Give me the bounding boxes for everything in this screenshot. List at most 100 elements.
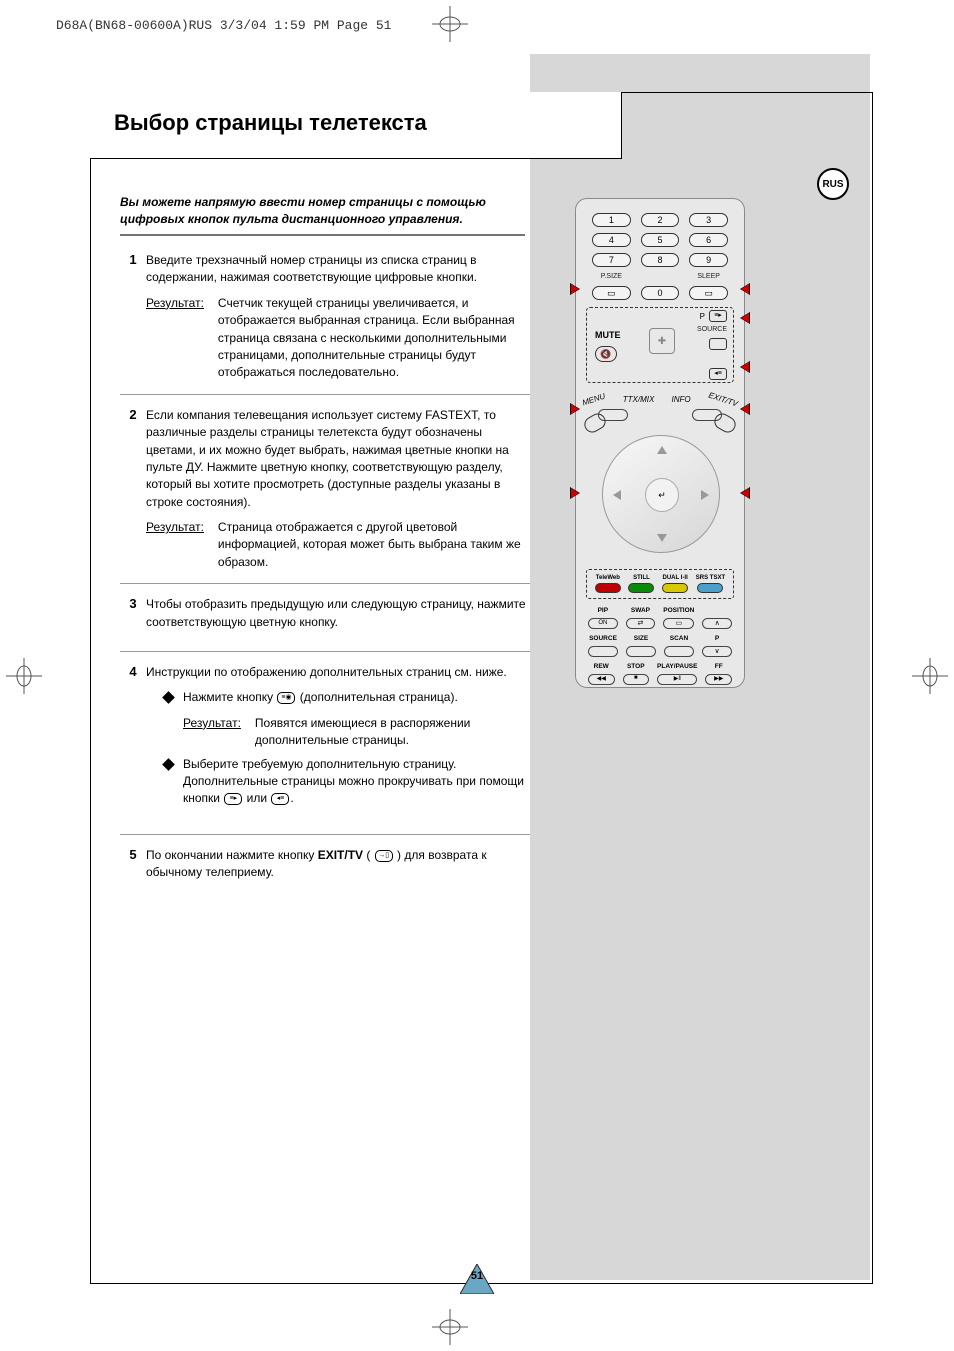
substep-text: Выберите требуемую дополнительную страни…	[183, 756, 530, 808]
color-label: DUAL I-II	[663, 575, 688, 581]
step-number: 2	[120, 407, 146, 572]
stop-key[interactable]: ■	[623, 674, 650, 685]
crop-mark-bottom	[432, 1309, 468, 1345]
key-8[interactable]: 8	[641, 253, 680, 267]
result-text: Страница отображается с другой цветовой …	[218, 519, 530, 571]
pointer-icon	[571, 488, 579, 498]
angle-labels: MENU TTX/MIX INFO EXIT/TV	[582, 395, 738, 404]
lbl: PLAY/PAUSE	[657, 663, 697, 670]
size-key[interactable]	[626, 646, 656, 657]
step-number: 4	[120, 664, 146, 822]
yellow-key[interactable]	[662, 583, 688, 593]
cyan-key[interactable]	[697, 583, 723, 593]
menu-label: MENU	[581, 392, 606, 408]
dpad: ↵	[602, 435, 720, 553]
key-psize[interactable]: ▭	[592, 286, 631, 300]
dpad-down[interactable]	[657, 534, 667, 542]
pointer-icon	[741, 362, 749, 372]
dpad-enter[interactable]: ↵	[645, 478, 679, 512]
page-next-key[interactable]: ≡▸	[709, 310, 727, 322]
substep-text: Нажмите кнопку ≡◉ (дополнительная страни…	[183, 689, 530, 706]
crop-mark-left	[6, 658, 42, 694]
result-text: Появятся имеющиеся в распоряжении дополн…	[255, 715, 530, 750]
pointer-icon	[741, 488, 749, 498]
lbl: REW	[588, 663, 615, 670]
step-3: 3 Чтобы отобразить предыдущую или следую…	[120, 596, 530, 652]
key-3[interactable]: 3	[689, 213, 728, 227]
page-prev-icon: ◂≡	[271, 793, 289, 805]
ttxmix-label: TTX/MIX	[623, 395, 655, 404]
info-label: INFO	[671, 395, 690, 404]
lbl: P	[702, 635, 732, 642]
pointer-icon	[741, 284, 749, 294]
swap-key[interactable]: ⇄	[626, 618, 656, 629]
source2-key[interactable]	[588, 646, 618, 657]
key-2[interactable]: 2	[641, 213, 680, 227]
step-number: 1	[120, 252, 146, 382]
key-0[interactable]: 0	[641, 286, 680, 300]
steps-list: 1 Введите трехзначный номер страницы из …	[120, 252, 530, 914]
step-number: 5	[120, 847, 146, 890]
lbl: PIP	[588, 607, 618, 614]
pip-row: PIP SWAP POSITION ON ⇄ ▭ ∧	[588, 607, 732, 629]
intro-divider	[120, 234, 525, 236]
pill-row	[598, 409, 722, 421]
step-text: Чтобы отобразить предыдущую или следующу…	[146, 596, 530, 631]
mute-label: MUTE	[595, 330, 621, 340]
dpad-left[interactable]	[613, 490, 621, 500]
color-label: STILL	[633, 575, 650, 581]
position-key[interactable]: ▭	[663, 618, 694, 629]
numpad: 1 2 3 4 5 6 7 8 9 P.SIZE SLEEP ▭ 0 ▭	[592, 213, 728, 300]
play-key[interactable]: ▶‖	[657, 674, 697, 685]
bullet-icon	[162, 758, 175, 771]
result-label: Результат	[146, 295, 204, 382]
mute-key[interactable]: 🔇	[595, 346, 617, 362]
page-prev-key[interactable]: ◂≡	[709, 368, 727, 380]
red-key[interactable]	[595, 583, 621, 593]
ch-up-key[interactable]: ∧	[702, 618, 732, 629]
step-text: Если компания телевещания использует сис…	[146, 407, 530, 511]
pip-on-key[interactable]: ON	[588, 618, 618, 629]
step-1: 1 Введите трехзначный номер страницы из …	[120, 252, 530, 395]
p-label: P	[700, 312, 705, 321]
green-key[interactable]	[628, 583, 654, 593]
key-5[interactable]: 5	[641, 233, 680, 247]
page-title: Выбор страницы телетекста	[114, 110, 602, 136]
step-4: 4 Инструкции по отображению дополнительн…	[120, 664, 530, 835]
crop-mark-right	[912, 658, 948, 694]
lbl: SIZE	[626, 635, 656, 642]
step-number: 3	[120, 596, 146, 639]
page-next-icon: ≡▸	[224, 793, 242, 805]
key-sleep[interactable]: ▭	[689, 286, 728, 300]
key-9[interactable]: 9	[689, 253, 728, 267]
page-number-value: 51	[460, 1270, 494, 1282]
source-label: SOURCE	[697, 326, 727, 333]
key-4[interactable]: 4	[592, 233, 631, 247]
dashed-group: P ≡▸ MUTE ✚ SOURCE 🔇 ◂≡	[586, 307, 734, 383]
source-key[interactable]	[709, 338, 727, 350]
transport-row: REW STOP PLAY/PAUSE FF ◀◀ ■ ▶‖ ▶▶	[588, 663, 732, 685]
manual-page: D68A(BN68-00600A)RUS 3/3/04 1:59 PM Page…	[0, 0, 954, 1351]
key-1[interactable]: 1	[592, 213, 631, 227]
lbl: STOP	[623, 663, 650, 670]
ch-down-key[interactable]: ∨	[702, 646, 732, 657]
page-number: 51	[460, 1264, 494, 1294]
print-header: D68A(BN68-00600A)RUS 3/3/04 1:59 PM Page…	[56, 18, 391, 33]
key-6[interactable]: 6	[689, 233, 728, 247]
dpad-up[interactable]	[657, 446, 667, 454]
pointer-icon	[741, 404, 749, 414]
dpad-right[interactable]	[701, 490, 709, 500]
nav-cross[interactable]: ✚	[649, 328, 675, 354]
psize-label: P.SIZE	[592, 273, 631, 280]
remote-control: 1 2 3 4 5 6 7 8 9 P.SIZE SLEEP ▭ 0 ▭ P ≡…	[575, 198, 745, 688]
pointer-icon	[571, 404, 579, 414]
key-7[interactable]: 7	[592, 253, 631, 267]
rew-key[interactable]: ◀◀	[588, 674, 615, 685]
step-text: Введите трехзначный номер страницы из сп…	[146, 252, 530, 287]
color-label: SRS TSXT	[696, 575, 725, 581]
subpage-icon: ≡◉	[277, 692, 295, 704]
substep-2: Выберите требуемую дополнительную страни…	[164, 756, 530, 816]
ff-key[interactable]: ▶▶	[705, 674, 732, 685]
scan-key[interactable]	[664, 646, 694, 657]
result-text: Счетчик текущей страницы увеличивается, …	[218, 295, 530, 382]
